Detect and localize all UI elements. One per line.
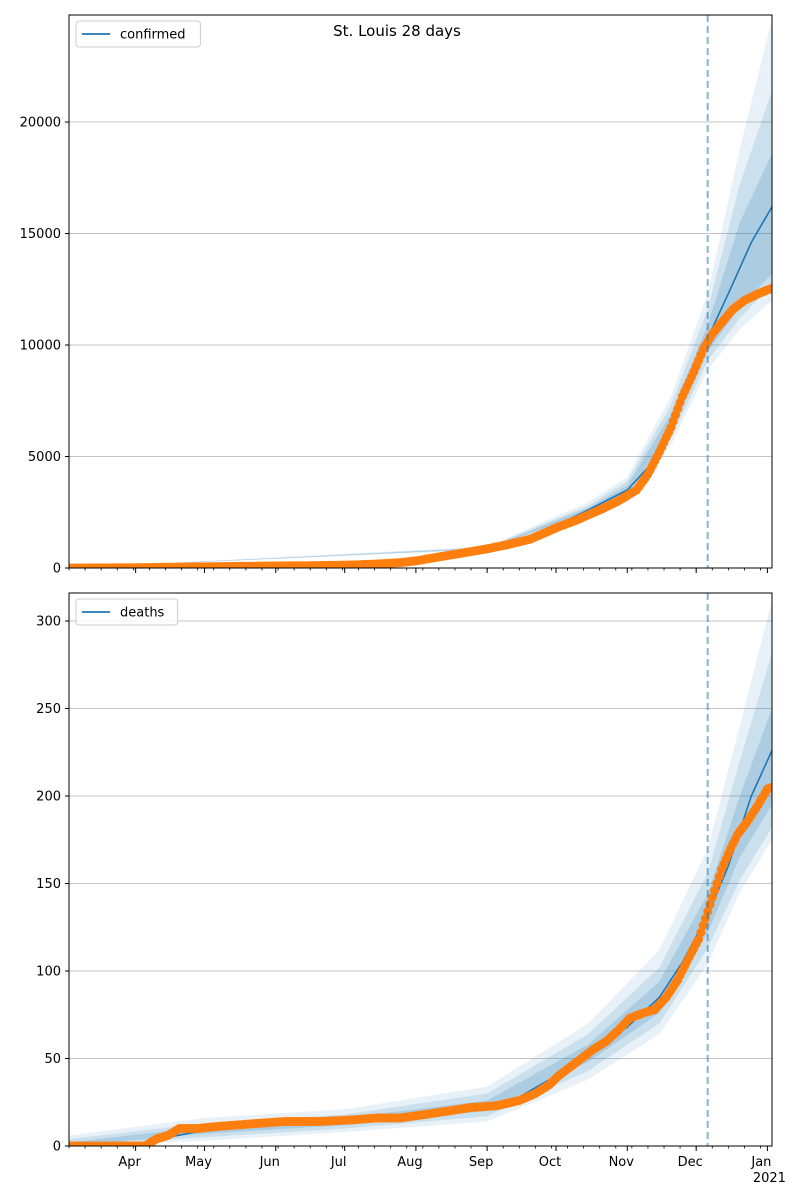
observed-point	[767, 782, 772, 792]
observed-point	[707, 893, 717, 902]
x-tick-label: Dec	[678, 1155, 703, 1170]
observed-point	[714, 872, 724, 881]
x-tick-label: Aug	[397, 1155, 422, 1170]
plot-area	[69, 19, 772, 568]
observed-point	[712, 879, 722, 888]
x-tick-label: Jul	[330, 1155, 347, 1170]
x-tick-label: Apr	[118, 1155, 141, 1170]
legend-box	[75, 598, 179, 626]
y-tick-label: 10000	[20, 339, 61, 354]
uncertainty-band	[69, 90, 772, 568]
observed-series	[69, 782, 772, 1146]
uncertainty-band	[69, 652, 772, 1146]
legend: confirmed	[75, 20, 201, 48]
uncertainty-band	[69, 708, 772, 1146]
x-tick-label: Oct	[539, 1155, 561, 1170]
y-tick-label: 200	[36, 790, 61, 805]
y-tick-label: 50	[44, 1052, 61, 1067]
observed-point	[694, 935, 703, 944]
figure-title: St. Louis 28 days	[333, 22, 461, 40]
observed-point	[703, 907, 713, 916]
uncertainty-band	[69, 153, 772, 568]
x-tick-label: May	[185, 1155, 212, 1170]
confirmed-panel: 0 5000 10000 15000 20000 confirmed	[20, 14, 773, 577]
y-tick-label: 15000	[20, 227, 61, 242]
y-tick-label: 250	[36, 702, 61, 717]
y-tick-label: 20000	[20, 116, 61, 131]
legend-label: deaths	[120, 606, 165, 621]
observed-point	[698, 921, 708, 930]
model-line	[69, 206, 772, 568]
deaths-panel: 0 50 100 150 200 250 300 Apr May Jun Jul Aug Sep Oct N…	[36, 592, 786, 1186]
x-tick-label: 2021	[753, 1171, 786, 1186]
y-tick-label: 300	[36, 615, 61, 630]
observed-point	[696, 928, 706, 937]
axes-frame	[68, 592, 773, 1147]
legend-label: confirmed	[120, 28, 186, 43]
observed-point	[710, 886, 720, 895]
x-tick-label: Nov	[609, 1155, 635, 1170]
y-tick-label: 0	[53, 562, 61, 577]
y-tick-label: 5000	[28, 450, 61, 465]
uncertainty-band	[69, 600, 772, 1146]
plot-area	[69, 600, 772, 1146]
y-tick-label: 100	[36, 965, 61, 980]
axes-frame	[68, 14, 773, 569]
y-tick-label: 0	[53, 1140, 61, 1155]
x-tick-label: Jan	[750, 1155, 771, 1170]
uncertainty-band	[69, 19, 772, 568]
observed-series	[69, 283, 772, 568]
legend: deaths	[75, 598, 179, 626]
observed-point	[767, 283, 772, 293]
x-tick-label: Sep	[469, 1155, 494, 1170]
x-tick-label: Jun	[259, 1155, 280, 1170]
legend-box	[75, 20, 201, 48]
y-tick-label: 150	[36, 877, 61, 892]
